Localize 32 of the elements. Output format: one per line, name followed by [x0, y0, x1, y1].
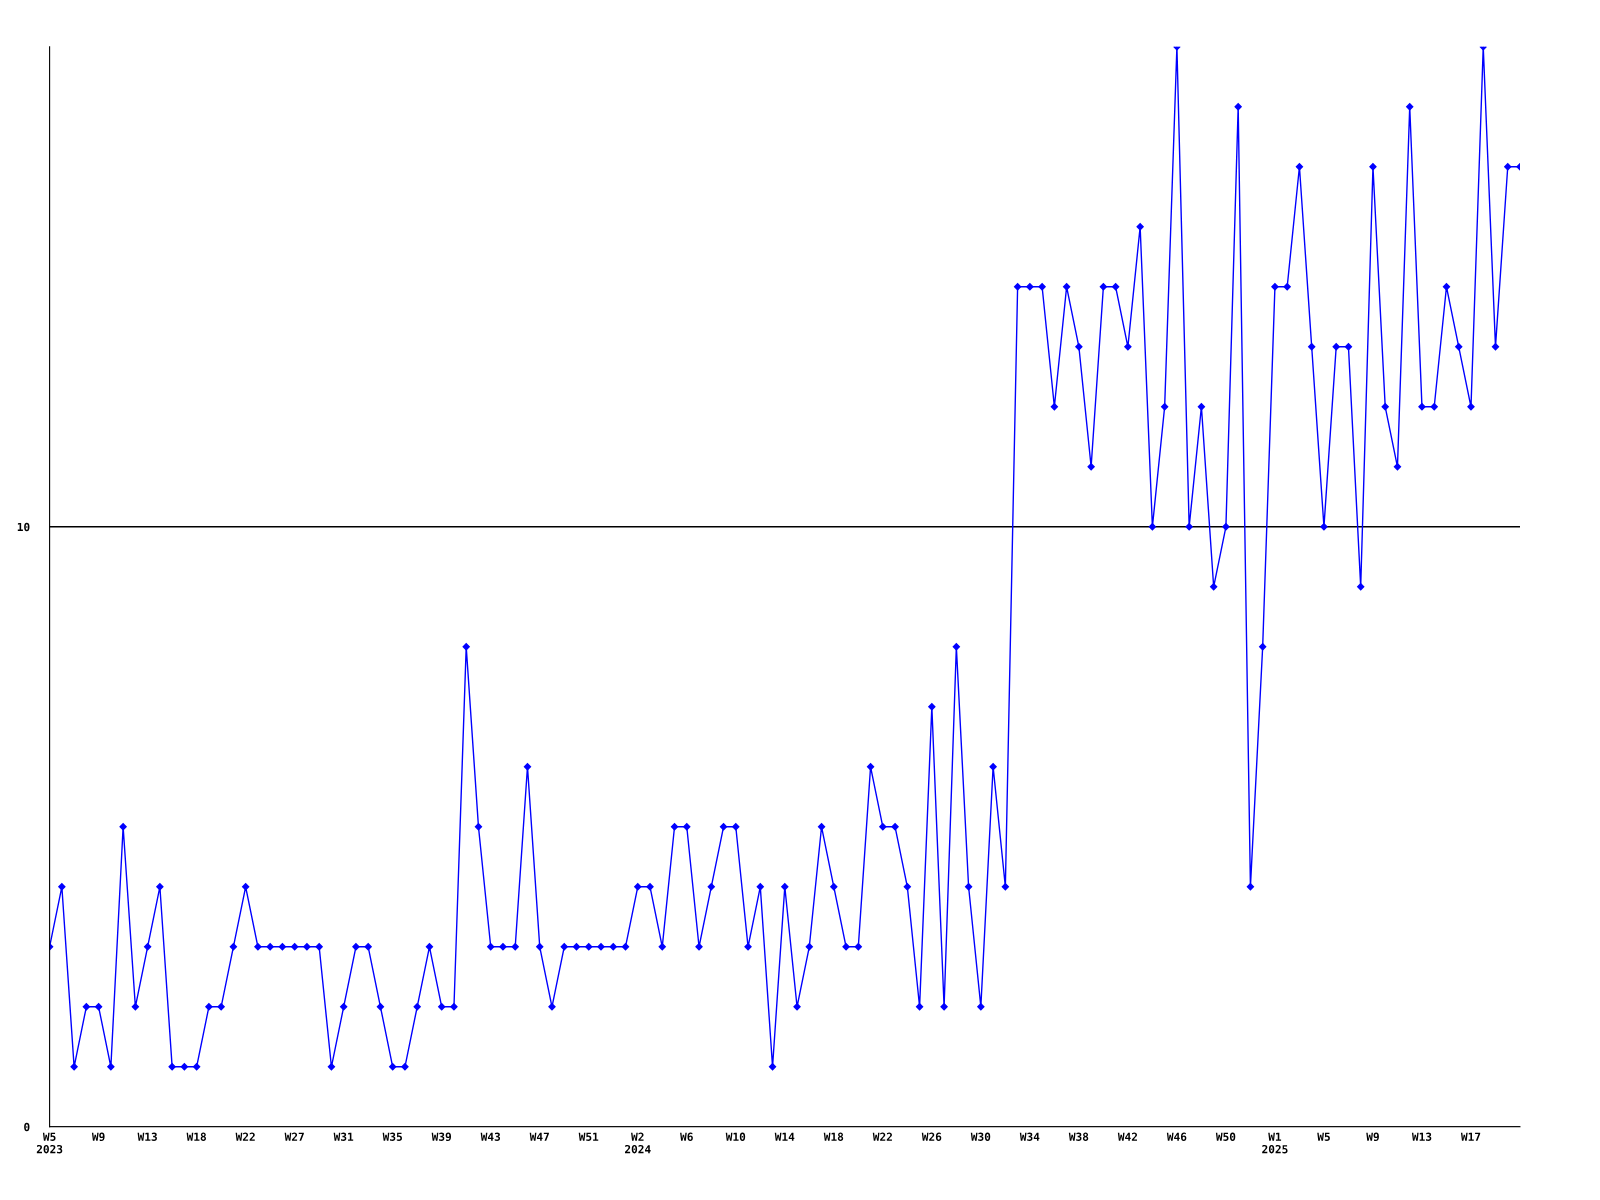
- y-tick-label: 0: [24, 1122, 30, 1132]
- x-tick-label: W17: [1460, 1132, 1481, 1141]
- x-tick-label: W42: [1117, 1132, 1138, 1141]
- x-tick-label: W27: [284, 1132, 304, 1141]
- x-tick-label: W9: [1366, 1132, 1379, 1142]
- x-tick-label: W22: [235, 1132, 255, 1141]
- x-tick-label: W47: [529, 1132, 549, 1141]
- x-tick-label: W43: [480, 1132, 501, 1141]
- y-tick-label: 10: [17, 522, 30, 532]
- x-tick-label: W10: [725, 1132, 746, 1141]
- x-tick-label: W6: [680, 1132, 693, 1141]
- x-tick-label: W2 2024: [625, 1132, 651, 1154]
- x-tick-label: W5: [1317, 1132, 1330, 1141]
- x-tick-label: W18: [186, 1132, 206, 1141]
- x-tick-label: W13: [1411, 1132, 1432, 1141]
- x-tick-label: W13: [137, 1132, 157, 1141]
- x-tick-label: W38: [1068, 1132, 1089, 1141]
- x-tick-label: W34: [1019, 1132, 1040, 1141]
- x-tick-label: W50: [1215, 1132, 1236, 1141]
- x-tick-label: W30: [970, 1132, 991, 1141]
- x-tick-label: W35: [382, 1132, 402, 1141]
- x-tick-label: W26: [921, 1132, 942, 1141]
- x-tick-label: W39: [431, 1132, 452, 1142]
- x-tick-label: W46: [1166, 1132, 1187, 1141]
- x-tick-label: W5 2023: [36, 1132, 63, 1154]
- x-tick-label: W31: [333, 1132, 354, 1141]
- x-tick-label: W9: [91, 1132, 105, 1142]
- x-tick-label: W51: [578, 1132, 599, 1141]
- x-tick-label: W18: [823, 1132, 844, 1141]
- x-tick-label: W22: [872, 1132, 892, 1141]
- x-tick-label: W14: [774, 1132, 795, 1141]
- x-tick-label: W1 2025: [1262, 1132, 1288, 1154]
